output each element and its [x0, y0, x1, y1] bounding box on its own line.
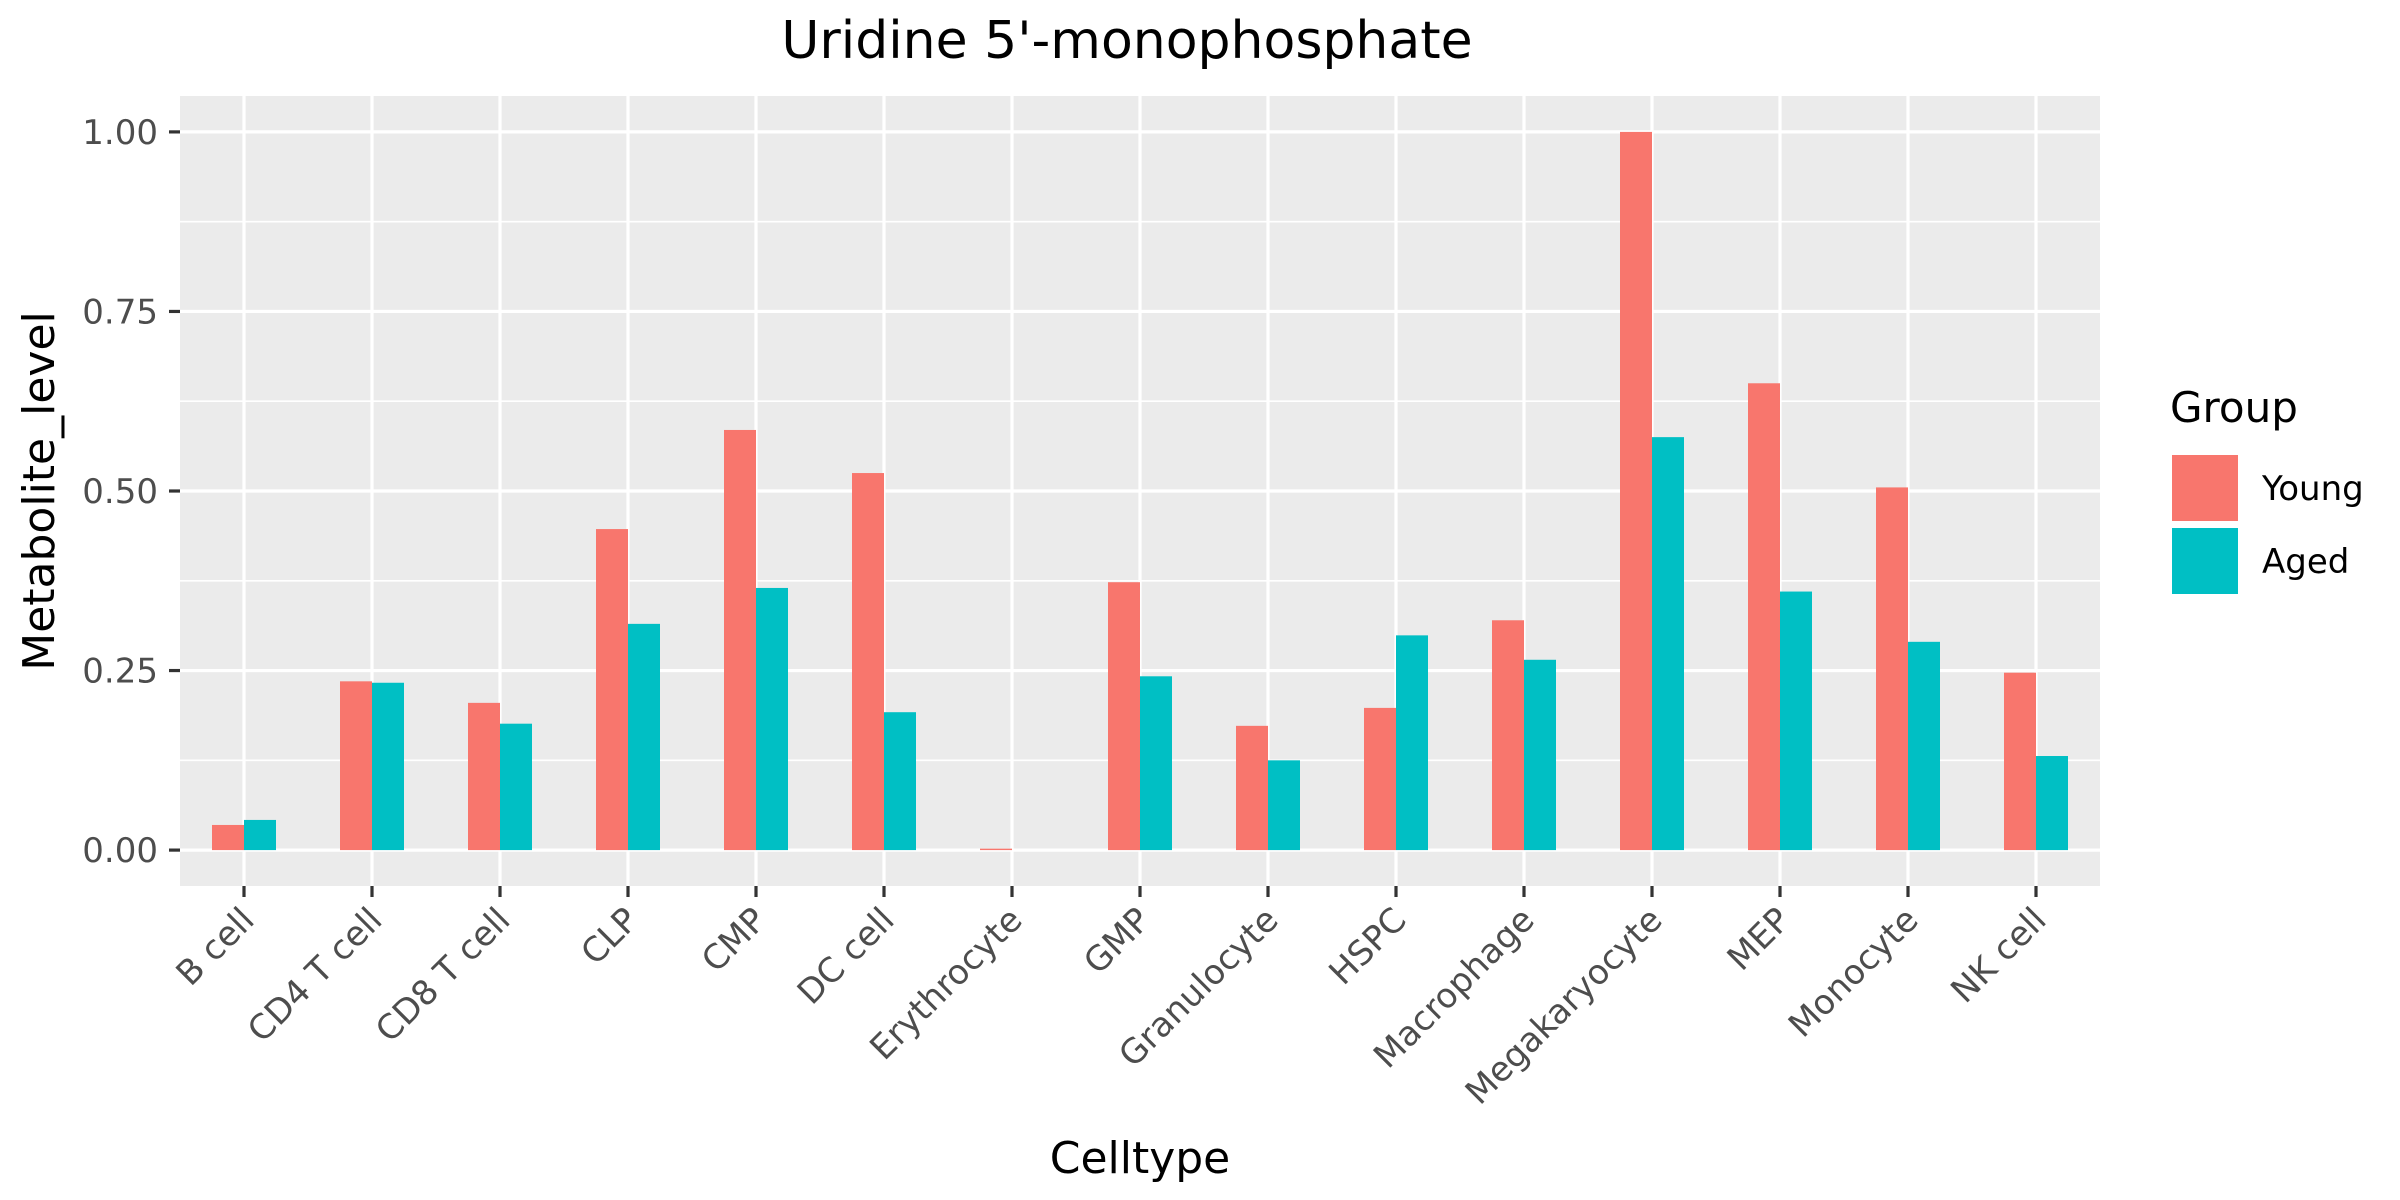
bar-young-monocyte	[1876, 487, 1908, 851]
x-tick-label: Monocyte	[1781, 900, 1926, 1045]
x-tick-label: NK cell	[1943, 900, 2054, 1011]
x-tick-label: CD8 T cell	[368, 900, 518, 1050]
legend-label-young: Young	[2261, 469, 2364, 509]
bar-young-granulocyte	[1236, 725, 1268, 851]
bar-aged-dc-cell	[884, 712, 916, 851]
bar-aged-macrophage	[1524, 659, 1556, 851]
bar-aged-nk-cell	[2036, 756, 2068, 851]
bar-aged-cmp	[756, 587, 788, 851]
bar-young-cd4-t-cell	[340, 681, 372, 851]
bar-young-b-cell	[212, 824, 244, 851]
bar-aged-monocyte	[1908, 641, 1940, 851]
y-tick-label: 0.25	[82, 652, 158, 692]
legend-title: Group	[2170, 383, 2298, 432]
x-tick-label: CLP	[573, 900, 646, 973]
bar-aged-mep	[1780, 591, 1812, 851]
x-axis-title: Celltype	[1050, 1133, 1231, 1184]
y-tick-label: 0.50	[82, 472, 158, 512]
bar-aged-clp	[628, 623, 660, 851]
bar-young-megakaryocyte	[1620, 131, 1652, 851]
y-tick-label: 0.00	[82, 831, 158, 871]
bar-aged-gmp	[1140, 676, 1172, 851]
bar-aged-granulocyte	[1268, 760, 1300, 851]
y-tick-label: 1.00	[82, 113, 158, 153]
legend-key-young	[2172, 455, 2238, 521]
x-tick-label: MEP	[1720, 900, 1799, 979]
x-tick-label: CMP	[694, 900, 774, 980]
bar-young-cmp	[724, 429, 756, 851]
chart-title: Uridine 5'-monophosphate	[781, 11, 1472, 71]
bar-aged-b-cell	[244, 819, 276, 851]
bar-young-hspc	[1364, 707, 1396, 851]
bar-young-mep	[1748, 383, 1780, 851]
y-axis: 0.00 0.25 0.50 0.75 1.00	[82, 113, 180, 871]
x-tick-label: CD4 T cell	[240, 900, 390, 1050]
bar-young-nk-cell	[2004, 672, 2036, 851]
bar-young-erythrocyte	[980, 848, 1012, 851]
x-tick-label: DC cell	[790, 900, 903, 1013]
bars	[212, 131, 2068, 851]
bar-aged-cd4-t-cell	[372, 682, 404, 851]
legend-label-aged: Aged	[2262, 542, 2349, 582]
bar-young-clp	[596, 529, 628, 851]
bar-young-gmp	[1108, 582, 1140, 851]
bar-young-cd8-t-cell	[468, 702, 500, 851]
x-tick-label: HSPC	[1321, 900, 1414, 993]
bar-aged-cd8-t-cell	[500, 723, 532, 851]
legend-key-aged	[2172, 528, 2238, 594]
legend: Group Young Aged	[2170, 383, 2364, 594]
bar-aged-megakaryocyte	[1652, 437, 1684, 851]
bar-young-dc-cell	[852, 473, 884, 851]
bar-aged-hspc	[1396, 635, 1428, 851]
x-tick-label: GMP	[1076, 900, 1158, 982]
y-axis-title: Metabolite_level	[14, 311, 65, 671]
x-tick-label: B cell	[169, 900, 263, 994]
y-tick-label: 0.75	[82, 292, 158, 332]
bar-young-macrophage	[1492, 620, 1524, 851]
